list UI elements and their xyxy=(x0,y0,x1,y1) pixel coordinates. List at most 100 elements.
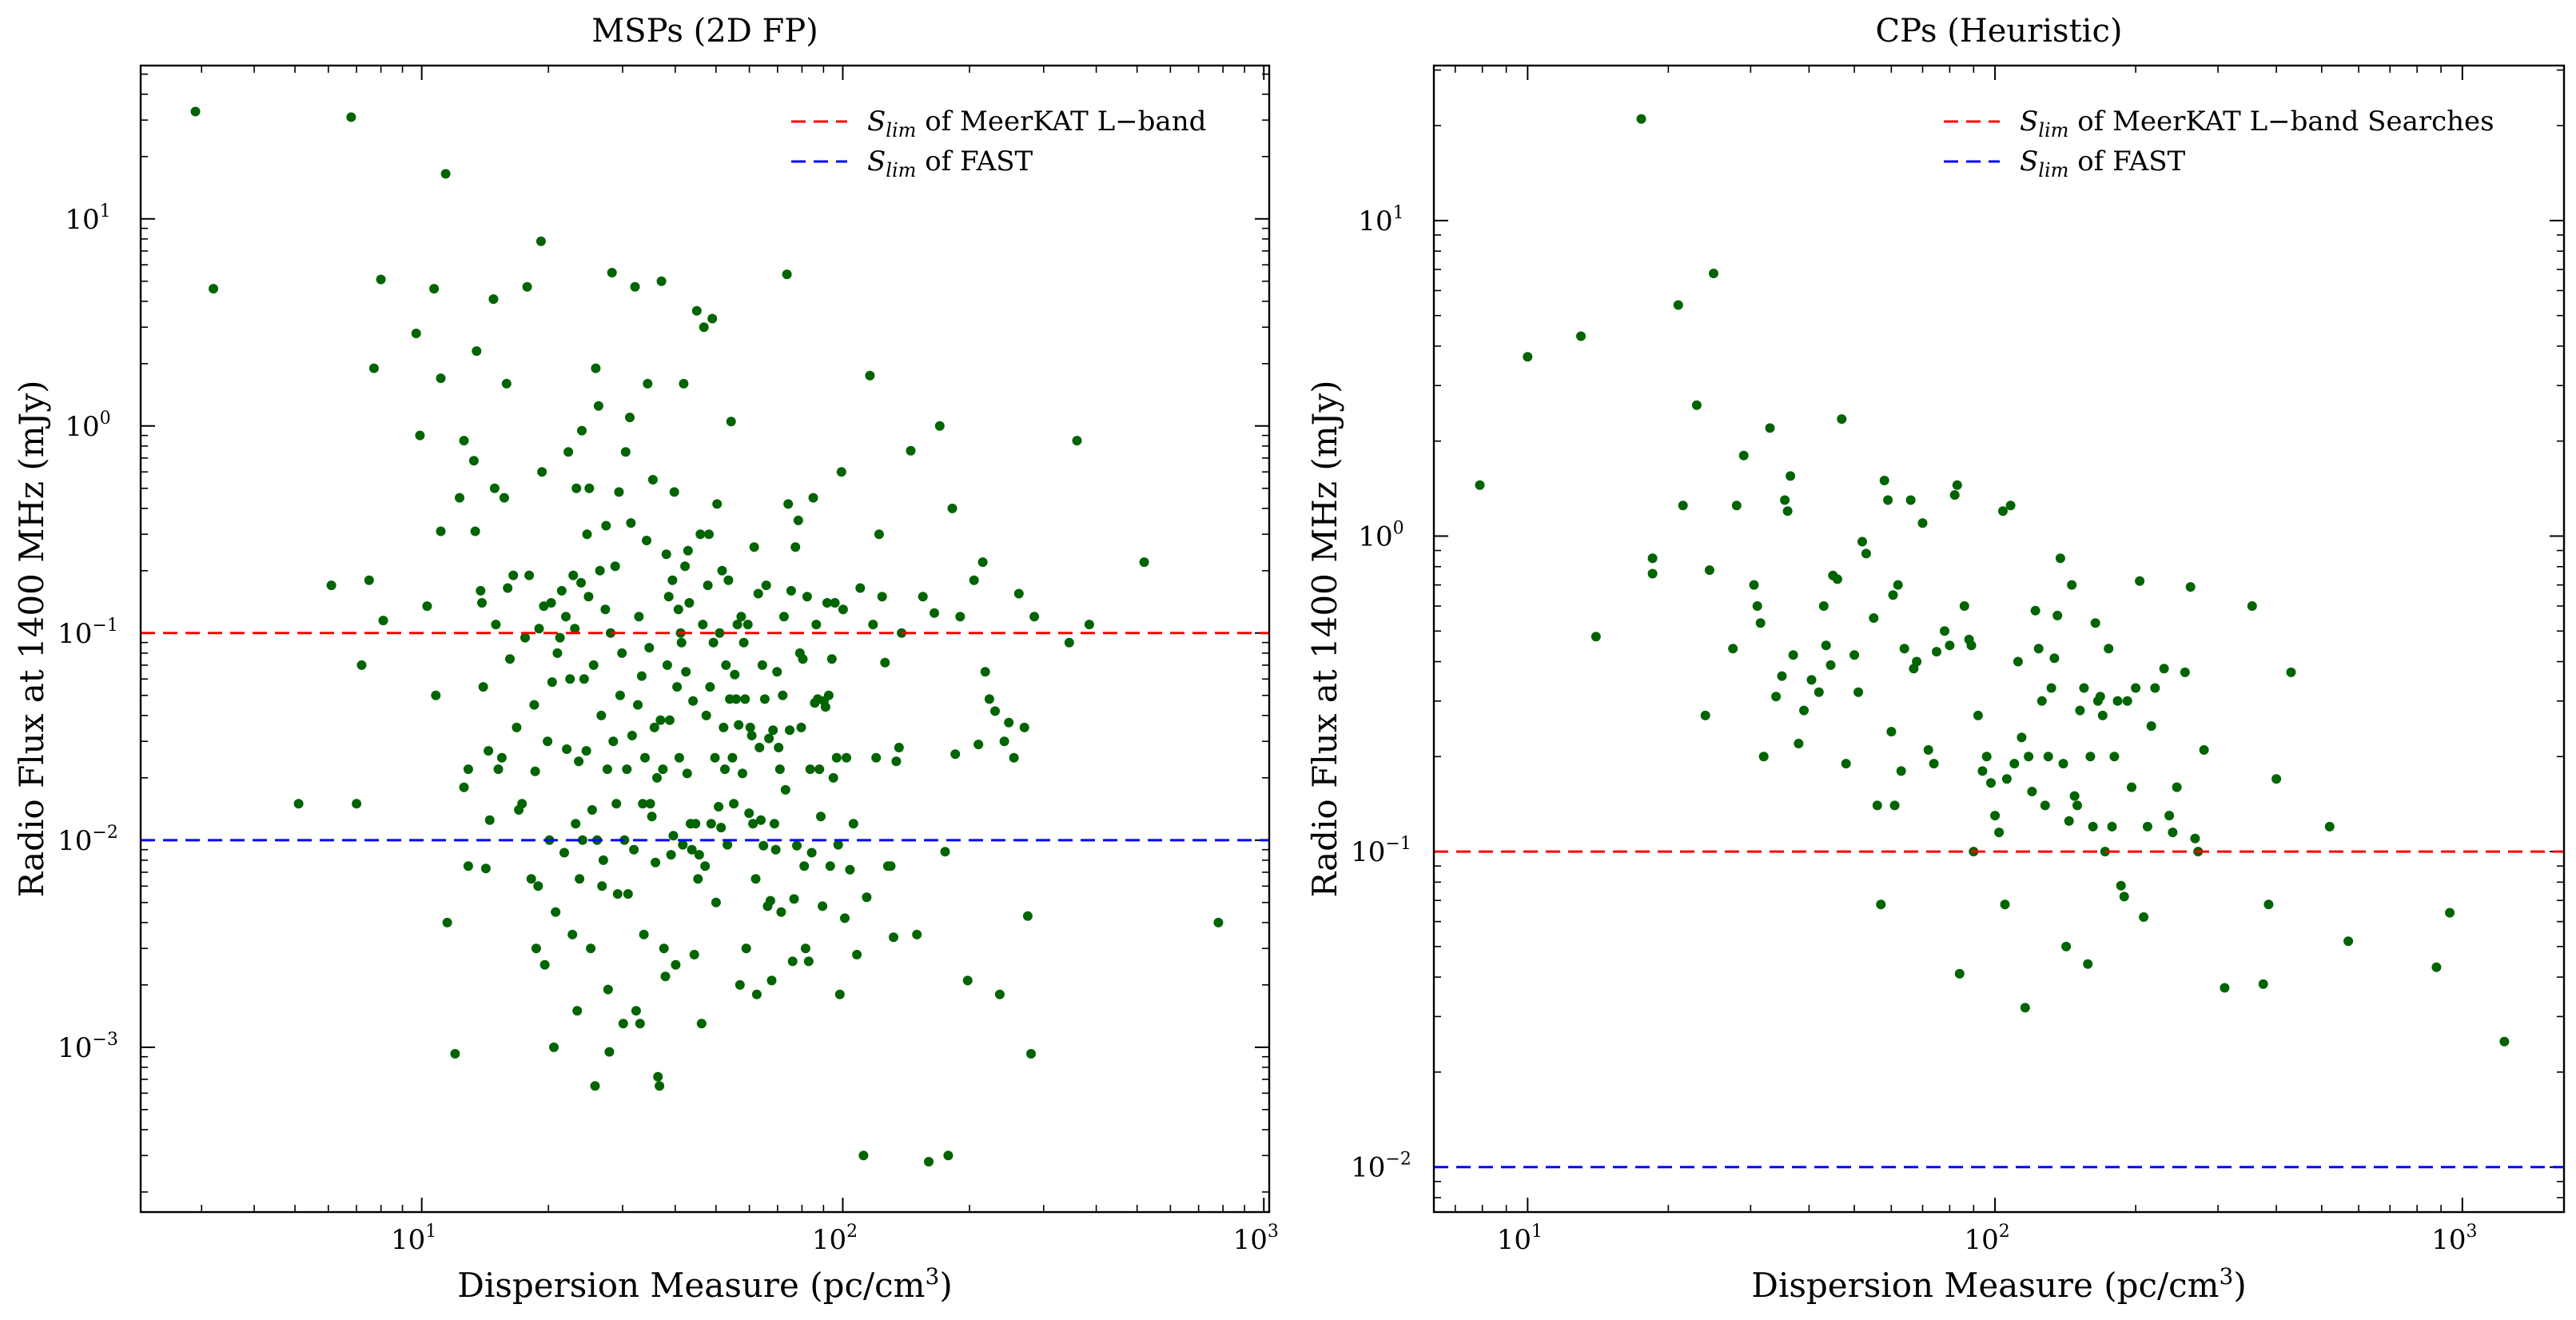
data-point xyxy=(745,722,755,732)
data-point xyxy=(688,696,699,706)
y-tick-label: 100 xyxy=(1358,518,1403,552)
data-point xyxy=(717,565,727,576)
x-axis-label-end: ) xyxy=(2233,1266,2246,1305)
data-point xyxy=(2445,907,2455,918)
legend-label: Slim of FAST xyxy=(867,146,1033,181)
data-point xyxy=(1709,269,1718,278)
data-point xyxy=(689,950,699,959)
data-point xyxy=(1929,759,1939,769)
y-tick-label: 10−2 xyxy=(1351,1150,1411,1184)
data-point xyxy=(1841,759,1851,769)
y-tick-label-base: 10 xyxy=(58,618,92,650)
data-point xyxy=(757,660,767,670)
data-point xyxy=(1861,548,1871,559)
data-point xyxy=(2116,880,2126,891)
data-point xyxy=(845,864,855,875)
data-point xyxy=(1771,692,1782,702)
data-point xyxy=(822,598,832,608)
data-point xyxy=(683,545,693,556)
x-axis-label-main: Dispersion Measure (pc/cm xyxy=(457,1266,925,1305)
data-point xyxy=(635,1019,645,1029)
data-point xyxy=(831,752,842,763)
data-point xyxy=(693,874,703,884)
data-point xyxy=(2046,683,2056,693)
data-point xyxy=(705,682,715,692)
data-point xyxy=(581,746,591,756)
data-point xyxy=(880,657,890,668)
y-axis-label: Radio Flux at 1400 MHz (mJy) xyxy=(1305,380,1344,897)
data-point xyxy=(1738,450,1749,461)
legend-label-text: of MeerKAT L−band Searches xyxy=(2068,106,2494,138)
data-point xyxy=(561,612,571,622)
y-tick-label-base: 10 xyxy=(1351,836,1385,868)
data-point xyxy=(583,592,594,602)
data-point xyxy=(2159,664,2169,674)
data-point xyxy=(644,643,655,653)
data-point xyxy=(833,839,843,850)
data-point xyxy=(691,819,701,829)
x-tick-label-base: 10 xyxy=(391,1224,425,1256)
data-point xyxy=(830,598,840,608)
data-point xyxy=(431,690,441,700)
data-point xyxy=(840,913,850,923)
data-point xyxy=(749,542,759,552)
minor-ticks xyxy=(141,66,1269,1212)
data-point xyxy=(1973,710,1983,720)
data-point xyxy=(591,363,601,373)
data-point xyxy=(574,756,584,767)
data-point xyxy=(436,526,446,536)
data-point xyxy=(912,929,922,939)
data-point xyxy=(1959,601,1969,611)
chart-title: CPs (Heuristic) xyxy=(1876,13,2123,50)
x-tick-label: 101 xyxy=(1497,1222,1543,1256)
data-point xyxy=(783,499,794,509)
data-point xyxy=(660,971,671,982)
legend-label-subscript: lim xyxy=(2038,159,2068,181)
data-point xyxy=(769,819,779,829)
data-point xyxy=(470,526,480,536)
data-point xyxy=(463,861,473,871)
legend-label-subscript: lim xyxy=(886,159,916,181)
data-point xyxy=(877,592,887,602)
data-point xyxy=(2146,721,2156,732)
data-point xyxy=(1886,727,1897,737)
data-point xyxy=(712,499,723,509)
data-point xyxy=(701,710,711,720)
data-point xyxy=(764,733,774,744)
data-point xyxy=(694,850,704,860)
data-point xyxy=(476,585,486,596)
data-point xyxy=(673,604,683,615)
msp-scatter-panel: MSPs (2D FP) Radio Flux at 1400 MHz (mJy)… xyxy=(12,13,1279,1305)
x-tick-label-exponent: 1 xyxy=(425,1222,436,1242)
data-point xyxy=(2058,759,2068,769)
data-point xyxy=(1869,613,1879,623)
data-point xyxy=(588,660,599,670)
x-tick-label: 102 xyxy=(1964,1222,2009,1256)
data-point xyxy=(1072,436,1082,446)
y-tick-label-exponent: −2 xyxy=(1385,1150,1411,1170)
data-point xyxy=(2131,683,2141,693)
data-point xyxy=(364,575,374,585)
y-tick-label: 10−1 xyxy=(58,616,118,650)
data-point xyxy=(636,671,647,681)
data-point xyxy=(1899,644,1909,654)
data-point xyxy=(761,580,771,591)
data-point xyxy=(699,322,709,333)
data-point xyxy=(593,401,603,411)
y-tick-label: 100 xyxy=(65,409,110,443)
data-point xyxy=(770,844,781,855)
data-point xyxy=(559,847,569,858)
legend-label-text: of MeerKAT L−band xyxy=(916,106,1206,138)
data-point xyxy=(825,861,835,871)
legend-label-subscript: lim xyxy=(886,119,916,142)
data-point xyxy=(1084,620,1094,630)
data-point xyxy=(738,768,747,779)
plot-frame xyxy=(1432,64,2566,1214)
data-point xyxy=(2069,791,2080,801)
minor-ticks xyxy=(1434,66,2564,1212)
data-point xyxy=(1893,580,1903,590)
data-point xyxy=(539,959,550,970)
data-point xyxy=(1905,495,1916,505)
data-point xyxy=(522,281,532,292)
